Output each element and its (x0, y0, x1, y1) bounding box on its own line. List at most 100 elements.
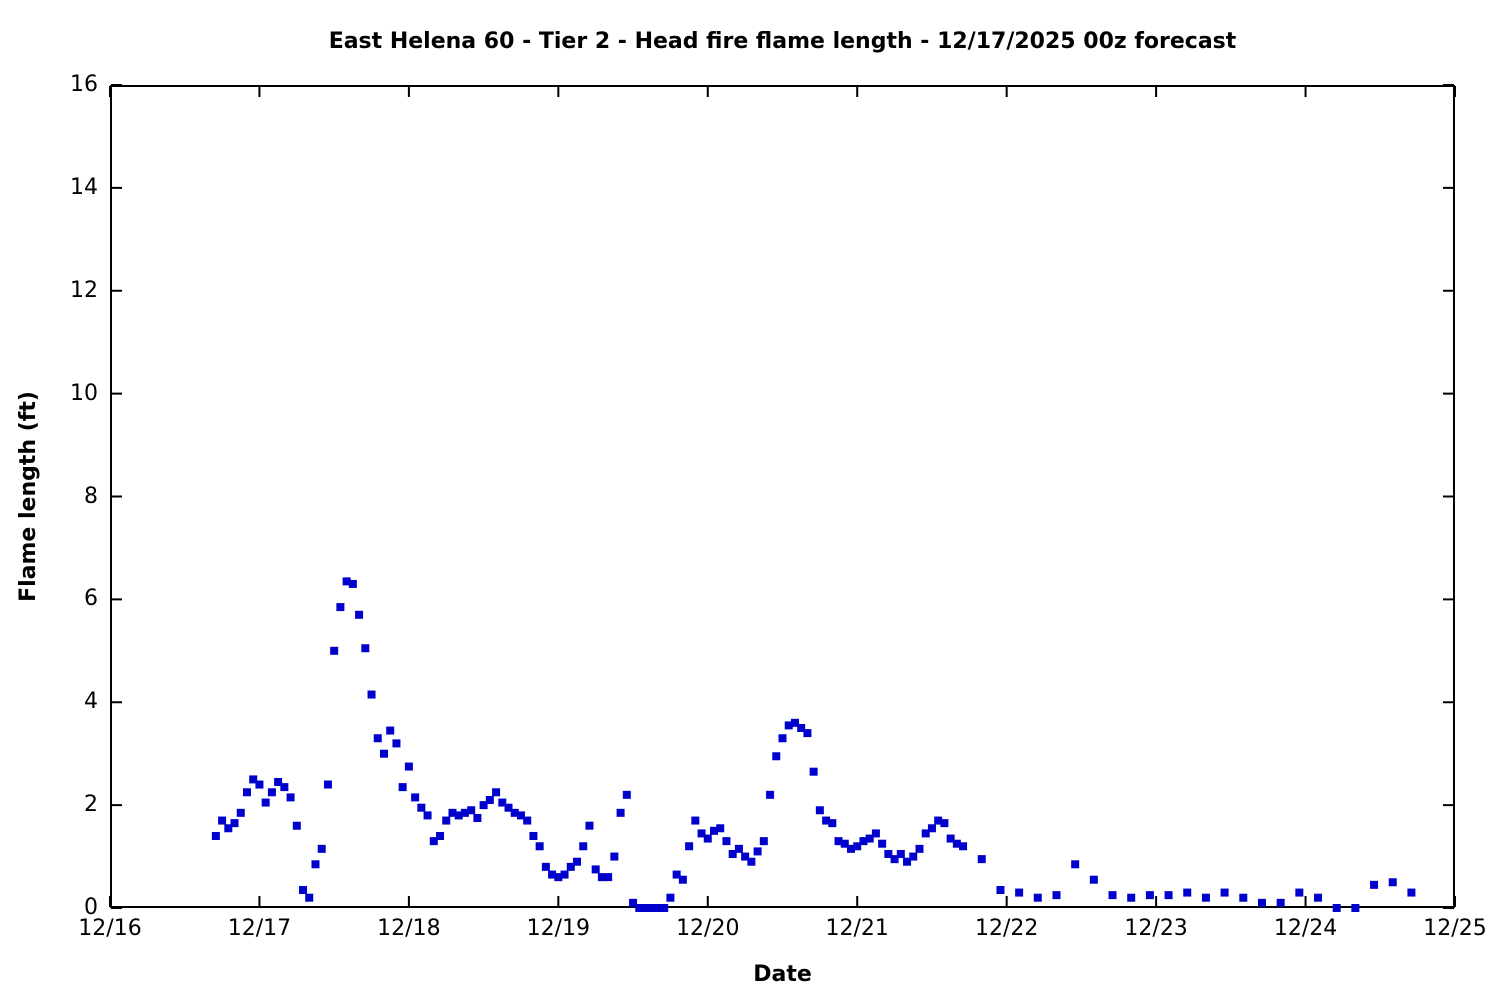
data-point (728, 849, 737, 858)
data-point (1201, 893, 1210, 902)
data-point (747, 857, 756, 866)
y-tick-label: 0 (84, 895, 98, 920)
data-point (884, 849, 893, 858)
x-tick-label: 12/23 (1124, 916, 1188, 941)
plot-border (110, 85, 1455, 908)
data-point (510, 808, 519, 817)
data-point (554, 873, 563, 882)
data-point (317, 844, 326, 853)
data-point (541, 862, 550, 871)
data-point (1089, 875, 1098, 884)
data-point (292, 821, 301, 830)
data-point (274, 777, 283, 786)
data-point (1370, 880, 1379, 889)
x-tick-label: 12/18 (377, 916, 441, 941)
data-point (579, 842, 588, 851)
data-point (585, 821, 594, 830)
data-point (1033, 893, 1042, 902)
data-point (398, 783, 407, 792)
data-point (909, 852, 918, 861)
data-point (249, 775, 258, 784)
data-point (940, 819, 949, 828)
data-point (454, 811, 463, 820)
data-point (591, 865, 600, 874)
plot-area (109, 84, 1456, 912)
data-point (1407, 888, 1416, 897)
data-point (560, 870, 569, 879)
y-tick-label: 12 (70, 277, 98, 303)
data-point (741, 852, 750, 861)
data-point (934, 816, 943, 825)
data-point (299, 885, 308, 894)
data-point (927, 824, 936, 833)
data-point (784, 721, 793, 730)
y-tick-label: 2 (84, 792, 98, 818)
data-point (280, 783, 289, 792)
data-point (504, 803, 513, 812)
data-point (479, 801, 488, 810)
data-point (1276, 898, 1285, 907)
data-point (311, 860, 320, 869)
data-point (429, 837, 438, 846)
data-point (890, 855, 899, 864)
chart-title: East Helena 60 - Tier 2 - Head fire flam… (328, 29, 1237, 54)
data-point (460, 808, 469, 817)
data-point (1164, 891, 1173, 900)
data-point (828, 819, 837, 828)
data-point (535, 842, 544, 851)
data-point (498, 798, 507, 807)
data-point (977, 855, 986, 864)
data-point (417, 803, 426, 812)
data-point (373, 734, 382, 743)
data-point (635, 904, 644, 912)
data-point (305, 893, 314, 902)
data-point (348, 579, 357, 588)
y-tick-label: 10 (70, 380, 98, 406)
data-point (336, 603, 345, 612)
data-point (1015, 888, 1024, 897)
y-tick-label: 4 (84, 689, 98, 715)
y-tick-label: 6 (84, 586, 98, 612)
data-point (766, 790, 775, 799)
data-point (367, 690, 376, 699)
data-point (1052, 891, 1061, 900)
data-point (436, 831, 445, 840)
x-tick-label: 12/16 (78, 916, 142, 941)
y-tick-label: 8 (84, 483, 98, 509)
data-point (224, 824, 233, 833)
data-point (1388, 878, 1397, 887)
data-point (871, 829, 880, 838)
data-point (523, 816, 532, 825)
data-point (1257, 898, 1266, 907)
data-point (236, 808, 245, 817)
data-point (772, 752, 781, 761)
data-point (355, 610, 364, 619)
data-point (529, 831, 538, 840)
data-point (242, 788, 251, 797)
data-point (286, 793, 295, 802)
data-point (915, 844, 924, 853)
data-point (672, 870, 681, 879)
data-point (809, 767, 818, 776)
data-point (797, 723, 806, 732)
data-point (1332, 904, 1341, 912)
data-point (653, 904, 662, 912)
data-point (896, 849, 905, 858)
data-point (703, 834, 712, 843)
data-point (610, 852, 619, 861)
data-point (267, 788, 276, 797)
data-point (386, 726, 395, 735)
data-point (566, 862, 575, 871)
data-point (1108, 891, 1117, 900)
data-point (647, 904, 656, 912)
data-point (323, 780, 332, 789)
data-point (361, 644, 370, 653)
data-point (473, 813, 482, 822)
data-point (921, 829, 930, 838)
data-point (822, 816, 831, 825)
x-tick-label: 12/17 (227, 916, 292, 941)
data-point (261, 798, 270, 807)
data-point (759, 837, 768, 846)
data-point (218, 816, 227, 825)
